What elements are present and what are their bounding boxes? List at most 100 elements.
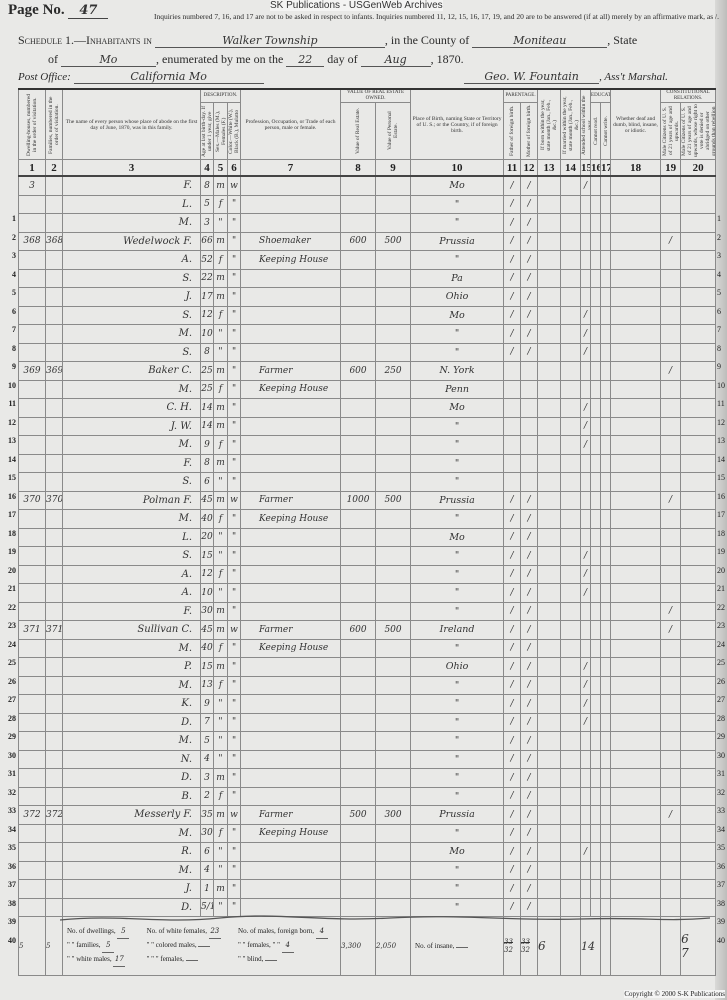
cell-dwelling xyxy=(18,527,46,547)
cell-married-month xyxy=(560,657,582,677)
cell-sex: f xyxy=(213,435,228,455)
column-header-text: Cannot read. xyxy=(592,116,599,146)
cell-cannot-write xyxy=(600,601,612,621)
column-header-text: Mother of foreign birth. xyxy=(526,104,533,158)
cell-age: 6 xyxy=(200,842,214,862)
cell-age: 12 xyxy=(200,564,214,584)
cell-cannot-read xyxy=(590,342,602,362)
cell-citizen-denied xyxy=(680,564,717,584)
column-number: 3 xyxy=(62,159,201,177)
line-number-right: 4 xyxy=(717,269,721,279)
line-number-right: 5 xyxy=(717,288,721,297)
line-number: 13 xyxy=(8,436,16,445)
cell-citizen-denied xyxy=(680,749,717,769)
families-value: 5 xyxy=(102,939,115,953)
cell-birthplace: Prussia xyxy=(410,231,505,251)
cell-name: S. xyxy=(62,342,201,362)
cell-name: Sullivan C. xyxy=(62,620,201,640)
cell-born-month xyxy=(537,546,562,566)
table-row: B. 2 f " " / / xyxy=(18,786,717,806)
cell-married-month xyxy=(560,601,582,621)
cell-born-month xyxy=(537,379,562,399)
cell-disability xyxy=(610,490,662,510)
cell-color: w xyxy=(226,175,242,196)
cell-married-month xyxy=(560,416,582,436)
cell-citizen: / xyxy=(660,361,682,381)
line-number-right: 6 xyxy=(717,306,721,316)
cell-sex: " xyxy=(213,712,228,732)
cell-color: " xyxy=(226,694,242,714)
cell-name: F. xyxy=(62,175,201,196)
cell-citizen-denied xyxy=(680,287,717,307)
cell-school xyxy=(580,472,592,492)
white-females-label: No. of white females, xyxy=(146,927,208,935)
cell-citizen: / xyxy=(660,620,682,640)
cell-family xyxy=(45,472,63,492)
cell-citizen-denied xyxy=(680,620,717,640)
cell-mother-foreign xyxy=(520,379,539,399)
cell-name: S. xyxy=(62,546,201,566)
cell-cannot-write xyxy=(600,324,612,344)
cell-born-month xyxy=(537,305,562,325)
cell-age: 14 xyxy=(200,398,214,418)
cell-citizen xyxy=(660,712,682,732)
cell-born-month xyxy=(537,601,562,621)
cell-citizen-denied xyxy=(680,490,717,510)
cell-age: 35 xyxy=(200,805,214,825)
cell-name: M. xyxy=(62,435,201,455)
cell-color: " xyxy=(226,675,242,695)
cell-citizen xyxy=(660,749,682,769)
cell-personal-estate xyxy=(375,194,412,214)
cell-personal-estate xyxy=(375,175,412,196)
table-row: A. 12 f " " / / / xyxy=(18,564,717,584)
cell-occupation xyxy=(240,546,342,566)
cell-mother-foreign: / xyxy=(520,731,539,751)
cell-name: L. xyxy=(62,194,201,214)
cell-personal-estate xyxy=(375,287,412,307)
column-header-14: If married within the year, state month … xyxy=(560,88,582,160)
cell-dwelling: 3 xyxy=(18,175,46,196)
cell-cannot-write xyxy=(600,564,612,584)
cell-married-month xyxy=(560,786,582,806)
cell-name: M. xyxy=(62,324,201,344)
cell-mother-foreign: / xyxy=(520,657,539,677)
cell-school: / xyxy=(580,842,592,862)
state-field: Mo xyxy=(61,53,156,67)
cell-real-estate: 500 xyxy=(340,805,377,825)
cell-name: N. xyxy=(62,749,201,769)
line-number: 36 xyxy=(8,861,16,871)
cell-disability xyxy=(610,879,662,899)
cell-citizen xyxy=(660,472,682,492)
cell-real-estate: 600 xyxy=(340,361,377,381)
cell-citizen xyxy=(660,268,682,288)
cell-occupation xyxy=(240,657,342,677)
schedule-line: Schedule 1.—Inhabitants in Walker Townsh… xyxy=(18,33,723,48)
group-header-parentage: Parentage. xyxy=(503,88,539,103)
cell-cannot-write xyxy=(600,379,612,399)
cell-age: 15 xyxy=(200,657,214,677)
cell-sex: m xyxy=(213,287,228,307)
column-header-text: The name of every person whose place of … xyxy=(65,118,198,131)
cell-occupation xyxy=(240,324,342,344)
cell-cannot-write xyxy=(600,472,612,492)
cell-name: D. xyxy=(62,712,201,732)
cell-personal-estate xyxy=(375,379,412,399)
cell-family xyxy=(45,823,63,843)
cell-married-month xyxy=(560,490,582,510)
cell-cannot-read xyxy=(590,213,602,233)
cell-name: M. xyxy=(62,675,201,695)
cell-mother-foreign: / xyxy=(520,768,539,788)
cell-birthplace: Pa xyxy=(410,268,505,288)
census-table: Dwelling-houses, numbered in the order o… xyxy=(18,88,717,976)
cell-cannot-write xyxy=(600,749,612,769)
cell-father-foreign: / xyxy=(503,694,522,714)
cell-occupation: Farmer xyxy=(240,361,342,381)
table-row: A. 52 f " Keeping House " / / xyxy=(18,250,717,270)
cell-occupation: Keeping House xyxy=(240,638,342,658)
cell-name: J. W. xyxy=(62,416,201,436)
cell-disability xyxy=(610,472,662,492)
cell-disability xyxy=(610,379,662,399)
cell-real-estate xyxy=(340,268,377,288)
cell-name: S. xyxy=(62,472,201,492)
cell-disability xyxy=(610,324,662,344)
